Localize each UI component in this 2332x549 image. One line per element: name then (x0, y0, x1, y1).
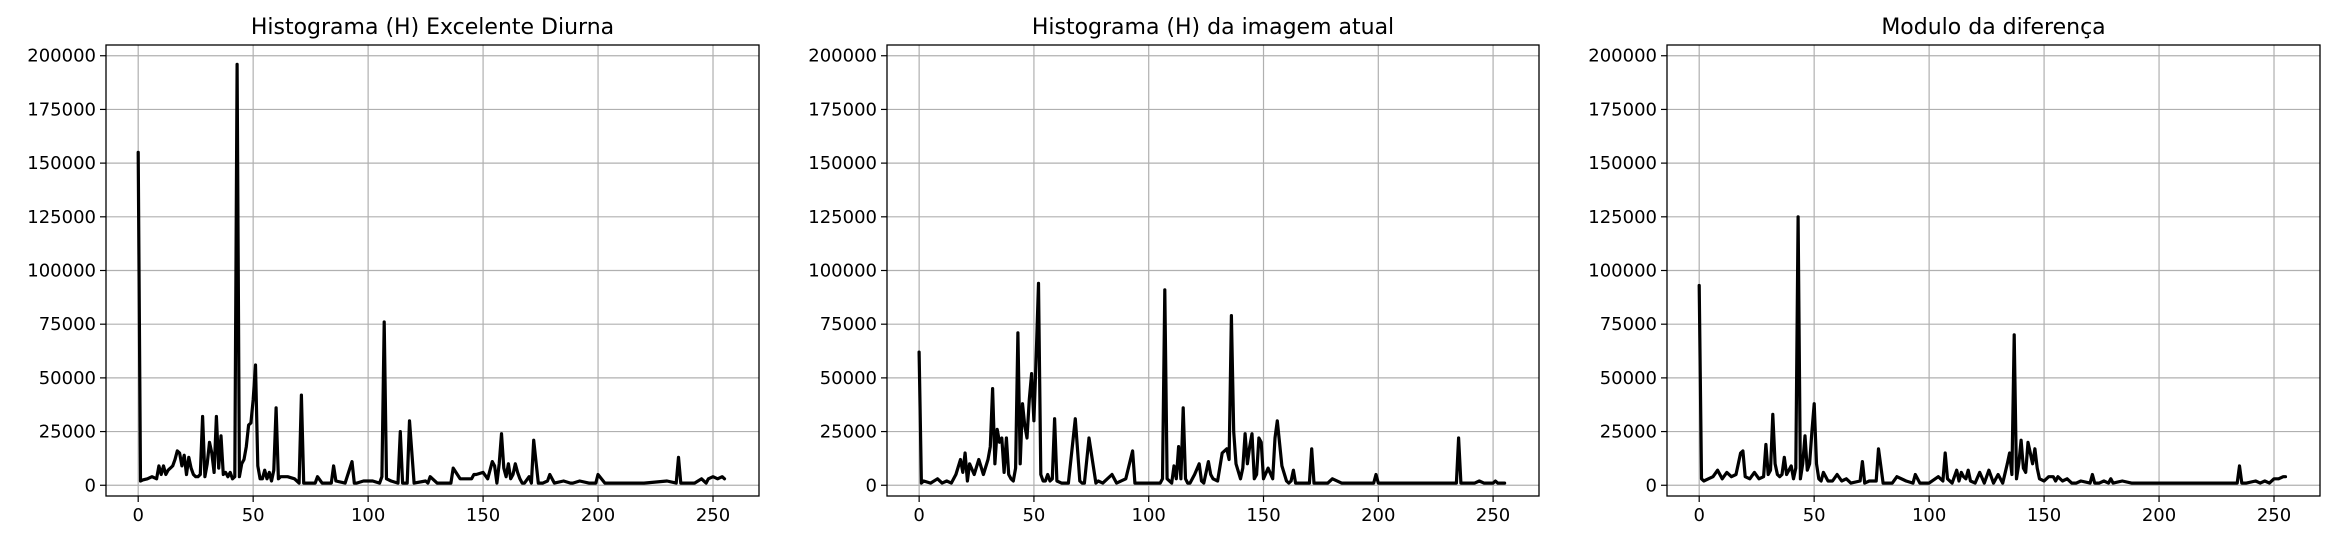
y-tick-label: 100000 (808, 261, 877, 282)
y-tick-label: 175000 (27, 99, 96, 120)
chart-panel-2: 0 50 100 150 200 250 0 25000 50000 75000 100000 125… (808, 15, 1540, 526)
chart-panel-3: 0 50 100 150 200 250 0 25000 50000 75000 100000 125… (1588, 15, 2321, 526)
y-tick-label: 150000 (808, 153, 877, 174)
y-tick-label: 175000 (1588, 99, 1657, 120)
x-tick-label: 250 (2257, 505, 2291, 526)
y-tick-label: 200000 (27, 46, 96, 67)
y-tick-label: 75000 (39, 314, 96, 335)
y-tick-label: 50000 (820, 368, 877, 389)
y-tick-label: 0 (866, 475, 877, 496)
y-tick-label: 125000 (27, 207, 96, 228)
x-tick-label: 0 (132, 505, 143, 526)
y-tick-label: 0 (85, 475, 96, 496)
series-line-1 (136, 62, 727, 485)
x-tick-label: 50 (1803, 505, 1826, 526)
chart-title: Modulo da diferença (1881, 15, 2105, 40)
y-tick-label: 75000 (820, 314, 877, 335)
series-line-1 (917, 281, 1507, 485)
y-tick-label: 25000 (820, 422, 877, 443)
x-tick-label: 150 (1246, 505, 1280, 526)
x-tick-label: 200 (1361, 505, 1395, 526)
x-tick-label: 250 (1476, 505, 1510, 526)
x-tick-label: 200 (2142, 505, 2176, 526)
y-tick-label: 50000 (39, 368, 96, 389)
x-tick-label: 0 (913, 505, 924, 526)
y-tick-label: 125000 (1588, 207, 1657, 228)
y-tick-label: 200000 (1588, 46, 1657, 67)
y-tick-label: 175000 (808, 99, 877, 120)
y-tick-label: 0 (1646, 475, 1657, 496)
x-tick-label: 0 (1693, 505, 1704, 526)
y-tick-label: 25000 (1600, 422, 1657, 443)
y-tick-label: 125000 (808, 207, 877, 228)
y-tick-label: 100000 (27, 261, 96, 282)
y-tick-label: 75000 (1600, 314, 1657, 335)
y-tick-label: 50000 (1600, 368, 1657, 389)
x-tick-label: 100 (1132, 505, 1166, 526)
y-tick-label: 150000 (1588, 153, 1657, 174)
y-tick-label: 200000 (808, 46, 877, 67)
y-tick-label: 100000 (1588, 261, 1657, 282)
x-tick-label: 100 (1912, 505, 1946, 526)
x-tick-label: 50 (242, 505, 265, 526)
series-line-1 (1697, 215, 2288, 485)
x-tick-label: 150 (466, 505, 500, 526)
x-tick-label: 100 (351, 505, 385, 526)
chart-panel-1: 0 50 100 150 200 250 0 25000 50000 75000 100000 125… (27, 15, 760, 526)
x-tick-label: 50 (1022, 505, 1045, 526)
y-tick-label: 25000 (39, 422, 96, 443)
x-tick-label: 150 (2027, 505, 2061, 526)
x-tick-label: 200 (581, 505, 615, 526)
chart-title: Histograma (H) da imagem atual (1032, 15, 1394, 40)
chart-title: Histograma (H) Excelente Diurna (251, 15, 614, 40)
y-tick-label: 150000 (27, 153, 96, 174)
x-tick-label: 250 (696, 505, 730, 526)
